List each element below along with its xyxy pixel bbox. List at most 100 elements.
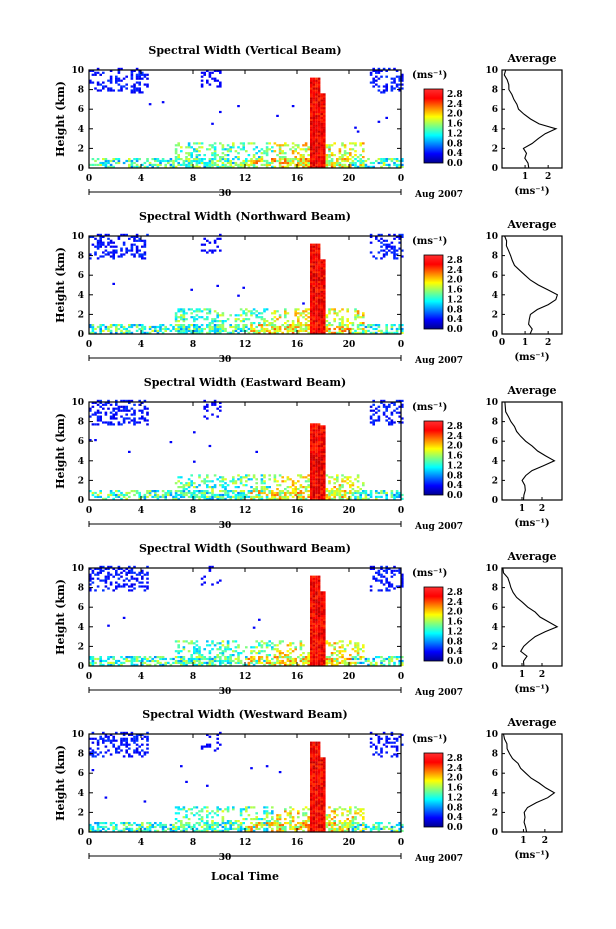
heatmap-cell <box>143 327 147 331</box>
heatmap-cell <box>320 448 323 451</box>
heatmap-cell <box>310 95 313 98</box>
heatmap-cell <box>260 486 264 489</box>
heatmap-cell <box>146 491 149 495</box>
heatmap-cell <box>364 657 368 661</box>
heatmap-cell <box>343 152 347 155</box>
heatmap-cell <box>364 159 368 163</box>
heatmap-cell <box>130 85 134 88</box>
heatmap-cell <box>307 320 310 323</box>
heatmap-cell <box>109 493 113 497</box>
heatmap-cell <box>398 659 401 663</box>
heatmap-cell <box>341 318 344 321</box>
heatmap-cell <box>310 603 313 606</box>
heatmap-cell <box>250 322 253 325</box>
heatmap-cell <box>398 567 401 570</box>
heatmap-cell <box>174 825 178 829</box>
heatmap-cell <box>245 829 248 832</box>
heatmap-cell <box>315 618 318 621</box>
heatmap-cell <box>156 325 160 329</box>
avg-y-tick-label: 0 <box>492 496 498 506</box>
heatmap-cell <box>278 161 282 165</box>
heatmap-cell <box>182 816 186 819</box>
avg-x-label: (ms⁻¹) <box>514 684 549 695</box>
heatmap-cell <box>271 829 274 832</box>
heatmap-cell <box>146 490 149 493</box>
heatmap-cell <box>237 474 240 477</box>
heatmap-cell <box>276 818 279 821</box>
heatmap-cell <box>213 152 217 155</box>
heatmap-cell <box>281 480 284 483</box>
heatmap-cell <box>310 247 313 250</box>
heatmap-cell <box>221 822 225 825</box>
heatmap-cell <box>96 247 100 250</box>
heatmap-cell <box>312 81 316 84</box>
heatmap-cell <box>302 812 305 815</box>
heatmap-cell <box>115 581 118 584</box>
heatmap-cell <box>328 642 331 645</box>
heatmap-cell <box>104 159 108 163</box>
heatmap-cell <box>208 652 212 655</box>
heatmap-cell <box>330 491 334 495</box>
heatmap-cell <box>320 452 323 455</box>
heatmap-cell <box>130 399 134 402</box>
heatmap-cell <box>380 661 383 664</box>
heatmap-cell <box>109 661 113 664</box>
heatmap-cell <box>393 249 396 252</box>
heatmap-cell <box>382 405 386 408</box>
heatmap-cell <box>122 569 126 572</box>
heatmap-cell <box>310 126 313 129</box>
heatmap-cell <box>102 737 105 740</box>
heatmap-cell <box>247 814 251 817</box>
heatmap-cell <box>159 325 162 329</box>
heatmap-cell <box>122 657 126 661</box>
heatmap-cell <box>91 329 95 332</box>
heatmap-cell <box>356 314 360 317</box>
heatmap-cell <box>211 401 214 404</box>
heatmap-cell <box>258 657 261 661</box>
heatmap-cell <box>341 154 344 157</box>
heatmap-cell <box>323 661 326 664</box>
heatmap-cell <box>271 810 274 813</box>
heatmap-cell <box>338 327 342 331</box>
heatmap-cell <box>133 565 136 568</box>
heatmap-cell <box>180 493 183 497</box>
heatmap-cell <box>216 493 219 497</box>
heatmap-cell <box>351 331 355 334</box>
heatmap-cell <box>278 814 282 817</box>
heatmap-cell <box>99 419 102 422</box>
heatmap-cell <box>346 661 349 664</box>
heatmap-cell <box>128 325 131 329</box>
heatmap-cell <box>208 331 212 334</box>
heatmap-cell <box>323 612 326 615</box>
heatmap-cell <box>310 812 313 815</box>
heatmap-cell <box>242 818 245 821</box>
heatmap-cell <box>177 154 180 157</box>
heatmap-cell <box>317 577 321 580</box>
heatmap-cell <box>312 116 316 119</box>
heatmap-cell <box>299 486 303 489</box>
heatmap-cell <box>94 401 97 404</box>
heatmap-cell <box>195 656 199 659</box>
heatmap-cell <box>138 71 141 74</box>
heatmap-cell <box>122 616 126 619</box>
heatmap-cell <box>187 327 191 331</box>
heatmap-cell <box>138 158 141 161</box>
heatmap-cell <box>398 324 401 327</box>
heatmap-cell <box>187 159 191 163</box>
heatmap-cell <box>104 163 108 166</box>
heatmap-cell <box>156 493 160 497</box>
heatmap-cell <box>320 150 323 153</box>
heatmap-cell <box>388 243 391 246</box>
heatmap-cell <box>260 497 264 500</box>
heatmap-cell <box>237 163 240 166</box>
heatmap-cell <box>125 739 128 742</box>
heatmap-cell <box>317 468 321 471</box>
heatmap-cell <box>359 144 362 147</box>
heatmap-cell <box>195 324 199 327</box>
heatmap-cell <box>297 165 300 168</box>
heatmap-cell <box>273 142 277 145</box>
heatmap-cell <box>377 69 381 72</box>
heatmap-cell <box>380 656 383 659</box>
heatmap-cell <box>96 409 100 412</box>
heatmap-cell <box>333 165 336 168</box>
